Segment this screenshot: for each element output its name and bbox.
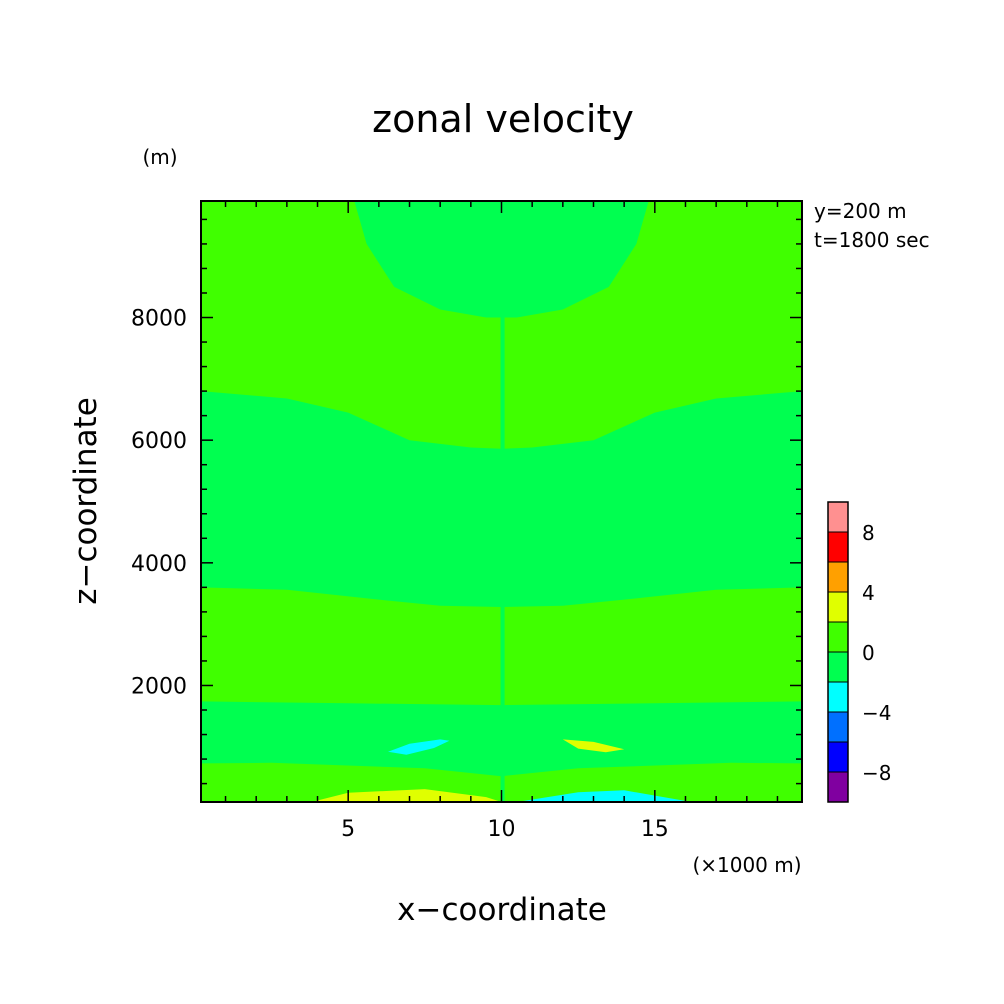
y-tick-label: 6000 bbox=[131, 429, 187, 454]
plot-area bbox=[200, 200, 803, 803]
colorbar-tick-label: 8 bbox=[862, 521, 875, 545]
colorbar-swatch bbox=[827, 591, 849, 623]
y-axis: 2000 4000 6000 8000 bbox=[131, 218, 802, 785]
colorbar-swatch bbox=[827, 531, 849, 563]
x-tick-label: 15 bbox=[641, 817, 669, 842]
colorbar: −8 −4 0 4 8 bbox=[827, 501, 891, 803]
colorbar-swatch bbox=[827, 501, 849, 533]
colorbar-swatch bbox=[827, 741, 849, 773]
y-axis-label: z−coordinate bbox=[68, 397, 104, 605]
y-tick-label: 4000 bbox=[131, 552, 187, 577]
info-y-label: y=200 m bbox=[814, 199, 907, 223]
colorbar-tick-label: −4 bbox=[862, 701, 891, 725]
colorbar-tick-label: 0 bbox=[862, 641, 875, 665]
colorbar-swatch bbox=[827, 711, 849, 743]
colorbar-tick-label: −8 bbox=[862, 761, 891, 785]
colorbar-frame bbox=[827, 501, 849, 803]
colorbar-swatch bbox=[827, 651, 849, 683]
x-tick-label: 10 bbox=[488, 817, 516, 842]
x-tick-label: 5 bbox=[341, 817, 355, 842]
colorbar-swatch bbox=[827, 771, 849, 803]
y-unit-label: (m) bbox=[142, 145, 177, 169]
colorbar-swatch bbox=[827, 681, 849, 713]
y-tick-label: 8000 bbox=[131, 307, 187, 332]
x-axis-label: x−coordinate bbox=[397, 892, 607, 928]
contour-region-right-positive-blob bbox=[562, 739, 625, 753]
x-axis: 5 10 15 bbox=[224, 201, 779, 842]
colorbar-swatch bbox=[827, 621, 849, 653]
contour-region-bottom-positive bbox=[311, 789, 502, 802]
chart-title: zonal velocity bbox=[372, 97, 634, 141]
contour-region-bottom-negative bbox=[516, 790, 692, 802]
x-unit-label: (×1000 m) bbox=[692, 853, 801, 877]
y-tick-label: 2000 bbox=[131, 674, 187, 699]
info-t-label: t=1800 sec bbox=[814, 228, 930, 252]
contour-region-center-column bbox=[500, 201, 505, 802]
contour-region-left-negative-blob bbox=[388, 739, 450, 755]
colorbar-tick-label: 4 bbox=[862, 581, 875, 605]
colorbar-swatch bbox=[827, 561, 849, 593]
